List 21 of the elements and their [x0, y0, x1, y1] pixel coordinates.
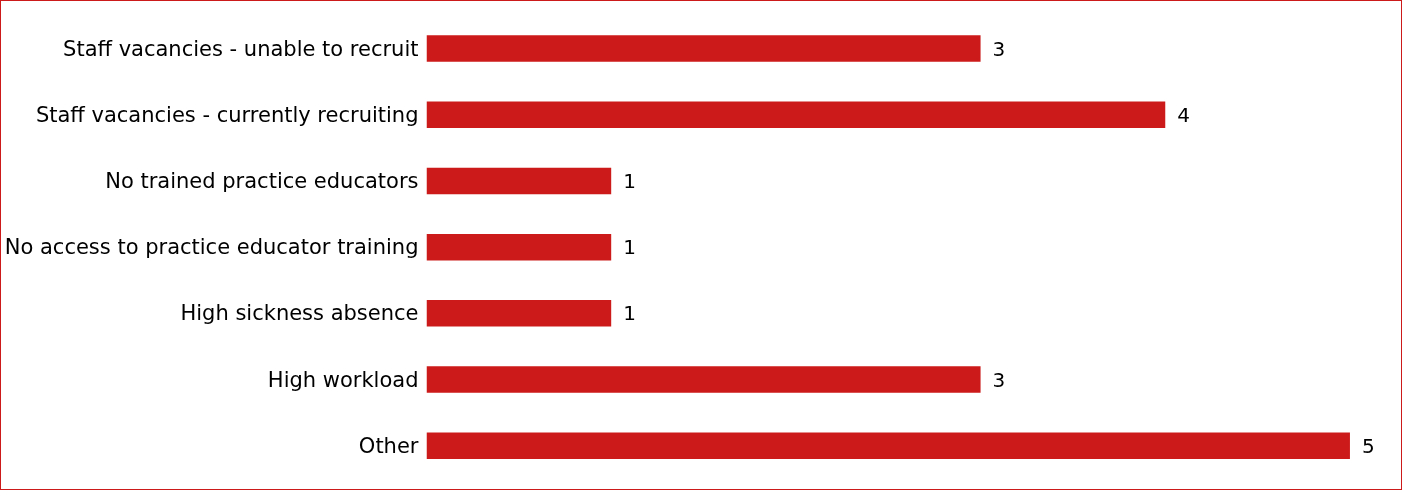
y-tick-label: High sickness absence — [180, 301, 419, 326]
data-label: 3 — [992, 367, 1006, 392]
y-tick-label: High workload — [267, 367, 419, 392]
y-tick-label: Staff vacancies - unable to recruit — [63, 36, 419, 61]
data-label: 1 — [623, 168, 636, 193]
y-tick-label: No access to practice educator training — [4, 235, 419, 260]
bar — [426, 167, 612, 195]
y-tick-label: Staff vacancies - currently recruiting — [35, 102, 419, 127]
bar — [426, 35, 981, 62]
data-label: 4 — [1177, 102, 1190, 127]
bar — [426, 300, 612, 327]
data-label: 3 — [992, 36, 1006, 61]
bar — [426, 432, 1350, 460]
data-label: 1 — [623, 235, 636, 260]
data-label: 1 — [623, 301, 636, 326]
bar — [426, 366, 981, 393]
data-label: 5 — [1361, 433, 1375, 458]
bar — [426, 233, 612, 261]
bar — [426, 101, 1166, 128]
y-tick-label: No trained practice educators — [105, 168, 419, 193]
y-tick-label: Other — [358, 433, 419, 458]
